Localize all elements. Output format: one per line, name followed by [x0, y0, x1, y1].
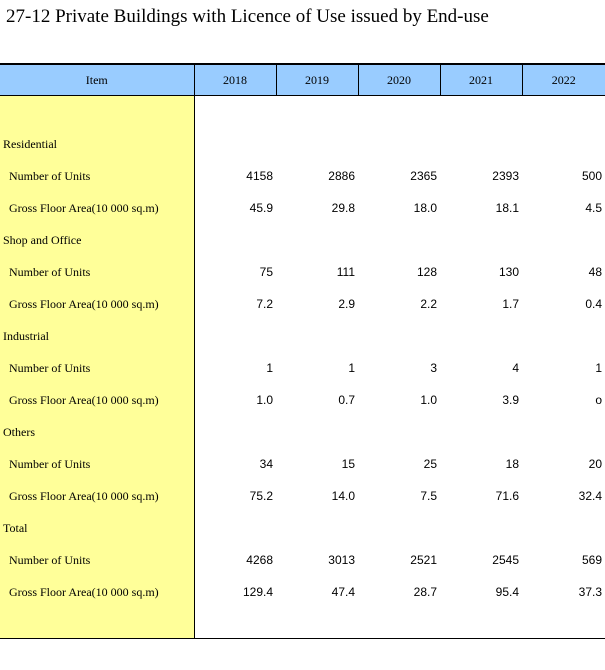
- value-cell: 75: [259, 265, 273, 279]
- value-cell: 1.0: [420, 393, 437, 407]
- value-cell: 130: [498, 265, 519, 279]
- table-row: Number of Units 75 111 128 130 48: [0, 256, 605, 288]
- row-label: Number of Units: [0, 352, 195, 384]
- table-row: Gross Floor Area(10 000 sq.m) 7.2 2.9 2.2 1.…: [0, 288, 605, 320]
- value-cell: 4.5: [585, 201, 602, 215]
- value-cell: 7.2: [256, 297, 273, 311]
- value-cell: 37.3: [578, 585, 602, 599]
- table-row: Number of Units 34 15 25 18 20: [0, 448, 605, 480]
- value-cell: 71.6: [495, 489, 519, 503]
- section-row: Shop and Office: [0, 224, 605, 256]
- section-label: Total: [0, 512, 195, 544]
- section-row: Residential: [0, 128, 605, 160]
- row-label: Number of Units: [0, 448, 195, 480]
- value-cell: 128: [416, 265, 437, 279]
- section-label: Residential: [0, 128, 195, 160]
- value-cell: 4: [512, 361, 519, 375]
- header-row: Item 2018 2019 2020 2021 2022: [0, 63, 605, 96]
- table-row: Gross Floor Area(10 000 sq.m) 75.2 14.0 7.5…: [0, 480, 605, 512]
- value-cell: 500: [581, 169, 602, 183]
- value-cell: 111: [336, 265, 355, 279]
- value-cell: 0.4: [585, 297, 602, 311]
- value-cell: 18.0: [413, 201, 437, 215]
- table-row: Gross Floor Area(10 000 sq.m) 129.4 47.4 28…: [0, 576, 605, 608]
- value-cell: 3.9: [502, 393, 519, 407]
- table-body: Residential Number of Units 4158 2886 2365 23…: [0, 95, 605, 639]
- table-title: 27-12 Private Buildings with Licence of …: [6, 6, 489, 27]
- value-cell: 4268: [246, 553, 273, 567]
- table-row: Number of Units 1 1 3 4 1: [0, 352, 605, 384]
- value-cell: 1: [595, 361, 602, 375]
- statistics-table: Item 2018 2019 2020 2021 2022 Residentia…: [0, 63, 605, 639]
- value-cell: 129.4: [242, 585, 273, 599]
- spacer-row: [0, 95, 605, 128]
- value-cell: 4158: [246, 169, 273, 183]
- section-row: Total: [0, 512, 605, 544]
- value-cell: 14.0: [331, 489, 355, 503]
- value-cell: 18.1: [495, 201, 519, 215]
- row-label: Gross Floor Area(10 000 sq.m): [0, 288, 195, 320]
- table-row: Gross Floor Area(10 000 sq.m) 45.9 29.8 18.…: [0, 192, 605, 224]
- value-cell: 2393: [492, 169, 519, 183]
- year-column-header: 2021: [439, 63, 522, 96]
- value-cell: 0.7: [338, 393, 355, 407]
- row-label: Gross Floor Area(10 000 sq.m): [0, 192, 195, 224]
- value-cell: 29.8: [331, 201, 355, 215]
- section-row: Others: [0, 416, 605, 448]
- table-row: Number of Units 4158 2886 2365 2393 500: [0, 160, 605, 192]
- value-cell: 47.4: [331, 585, 355, 599]
- value-cell: 1: [348, 361, 355, 375]
- value-cell: 34: [259, 457, 273, 471]
- section-label: Industrial: [0, 320, 195, 352]
- value-cell: 2.2: [420, 297, 437, 311]
- value-cell: 32.4: [578, 489, 602, 503]
- table-row: Number of Units 4268 3013 2521 2545 569: [0, 544, 605, 576]
- row-label: Gross Floor Area(10 000 sq.m): [0, 384, 195, 416]
- year-column-header: 2022: [521, 63, 605, 96]
- year-column-header: 2019: [275, 63, 358, 96]
- value-cell: 2545: [492, 553, 519, 567]
- value-cell: 2886: [328, 169, 355, 183]
- year-column-header: 2020: [357, 63, 440, 96]
- value-cell: o: [595, 393, 602, 407]
- end-row: [0, 608, 605, 639]
- value-cell: 45.9: [249, 201, 273, 215]
- value-cell: 75.2: [249, 489, 273, 503]
- value-cell: 28.7: [413, 585, 437, 599]
- value-cell: 95.4: [495, 585, 519, 599]
- row-label: Number of Units: [0, 160, 195, 192]
- value-cell: 25: [423, 457, 437, 471]
- value-cell: 7.5: [420, 489, 437, 503]
- row-label: Gross Floor Area(10 000 sq.m): [0, 576, 195, 608]
- section-label: Others: [0, 416, 195, 448]
- value-cell: 2521: [410, 553, 437, 567]
- section-row: Industrial: [0, 320, 605, 352]
- value-cell: 3: [430, 361, 437, 375]
- value-cell: 2365: [410, 169, 437, 183]
- table-row: Gross Floor Area(10 000 sq.m) 1.0 0.7 1.0 3.…: [0, 384, 605, 416]
- value-cell: 18: [505, 457, 519, 471]
- row-label: Number of Units: [0, 256, 195, 288]
- row-label: Number of Units: [0, 544, 195, 576]
- value-cell: 3013: [328, 553, 355, 567]
- year-column-header: 2018: [193, 63, 276, 96]
- value-cell: 2.9: [338, 297, 355, 311]
- value-cell: 569: [581, 553, 602, 567]
- section-label: Shop and Office: [0, 224, 195, 256]
- value-cell: 48: [588, 265, 602, 279]
- item-column-header: Item: [0, 63, 194, 96]
- value-cell: 20: [588, 457, 602, 471]
- row-label: Gross Floor Area(10 000 sq.m): [0, 480, 195, 512]
- value-cell: 1: [266, 361, 273, 375]
- value-cell: 1.0: [256, 393, 273, 407]
- value-cell: 15: [341, 457, 355, 471]
- value-cell: 1.7: [502, 297, 519, 311]
